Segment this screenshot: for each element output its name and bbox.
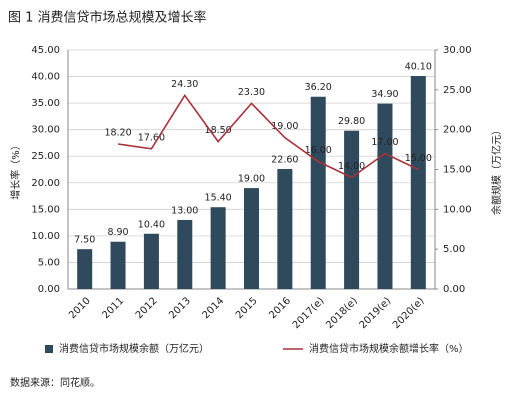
y-tick-label: 15.00 (31, 204, 60, 215)
data-label: 34.90 (371, 89, 398, 100)
data-label: 17.60 (138, 132, 165, 143)
bar (77, 249, 93, 289)
bar (410, 76, 426, 289)
y2-tick-label: 0.00 (443, 284, 465, 295)
data-label: 8.90 (107, 227, 128, 238)
source-note: 数据来源：同花顺。 (10, 376, 100, 389)
x-tick-label: 2018(e) (324, 295, 360, 331)
y2-tick-label: 20.00 (443, 125, 472, 136)
y-tick-label: 10.00 (31, 231, 60, 242)
y2-tick-label: 15.00 (443, 165, 472, 176)
x-tick-label: 2017(e) (291, 295, 327, 331)
x-tick-label: 2015 (234, 295, 260, 321)
y2-tick-label: 5.00 (443, 244, 465, 255)
line (117, 93, 419, 179)
data-label: 24.30 (171, 79, 198, 90)
y-tick-label: 40.00 (31, 72, 60, 83)
y-tick-label: 0.00 (38, 284, 60, 295)
y-tick-label: 35.00 (31, 98, 60, 109)
x-tick-label: 2011 (101, 295, 127, 321)
data-label: 16.00 (305, 145, 332, 156)
bar (110, 241, 126, 289)
y-tick-label: 20.00 (31, 178, 60, 189)
bar (177, 219, 193, 289)
legend-label: 消费信贷市场规模余额（万亿元） (59, 342, 209, 355)
bar (210, 207, 226, 289)
bar (377, 103, 393, 290)
data-label: 22.60 (271, 154, 298, 165)
chart-title: 图 1 消费信贷市场总规模及增长率 (8, 10, 207, 26)
bar (143, 233, 159, 289)
bar (344, 130, 360, 289)
data-label: 10.40 (138, 219, 165, 230)
data-label: 15.40 (205, 193, 232, 204)
data-label: 7.50 (74, 235, 95, 246)
bar (277, 168, 293, 289)
legend-swatch (45, 345, 53, 353)
x-tick-label: 2014 (201, 295, 227, 321)
data-label: 13.00 (171, 205, 198, 216)
x-tick-label: 2020(e) (391, 295, 427, 331)
x-tick-label: 2013 (167, 295, 193, 321)
bar (243, 188, 260, 289)
data-label: 18.50 (205, 125, 232, 136)
legend-label: 消费信贷市场规模余额增长率（%） (309, 342, 469, 355)
y-tick-label: 30.00 (31, 125, 60, 136)
data-label: 19.00 (238, 174, 265, 185)
y-tick-label: 5.00 (38, 257, 60, 268)
y-axis-label: 增长率（%） (9, 140, 22, 200)
data-label: 17.00 (371, 137, 398, 148)
y2-tick-label: 25.00 (443, 85, 472, 96)
data-label: 40.10 (405, 62, 432, 73)
x-tick-label: 2016 (267, 295, 293, 321)
y2-tick-label: 30.00 (443, 45, 472, 56)
data-label: 29.80 (338, 116, 365, 127)
data-label: 23.30 (238, 87, 265, 98)
y-tick-label: 45.00 (31, 45, 60, 56)
bar (310, 96, 326, 289)
x-tick-label: 2019(e) (358, 295, 394, 331)
data-label: 14.00 (338, 161, 365, 172)
data-label: 15.00 (405, 153, 432, 164)
data-label: 36.20 (305, 82, 332, 93)
y2-axis-label: 余额规模（万亿元） (490, 125, 503, 215)
y-tick-label: 25.00 (31, 151, 60, 162)
x-tick-label: 2010 (67, 295, 93, 321)
x-tick-label: 2012 (134, 295, 160, 321)
data-label: 18.20 (104, 128, 131, 139)
data-label: 19.00 (271, 121, 298, 132)
y2-tick-label: 10.00 (443, 204, 472, 215)
